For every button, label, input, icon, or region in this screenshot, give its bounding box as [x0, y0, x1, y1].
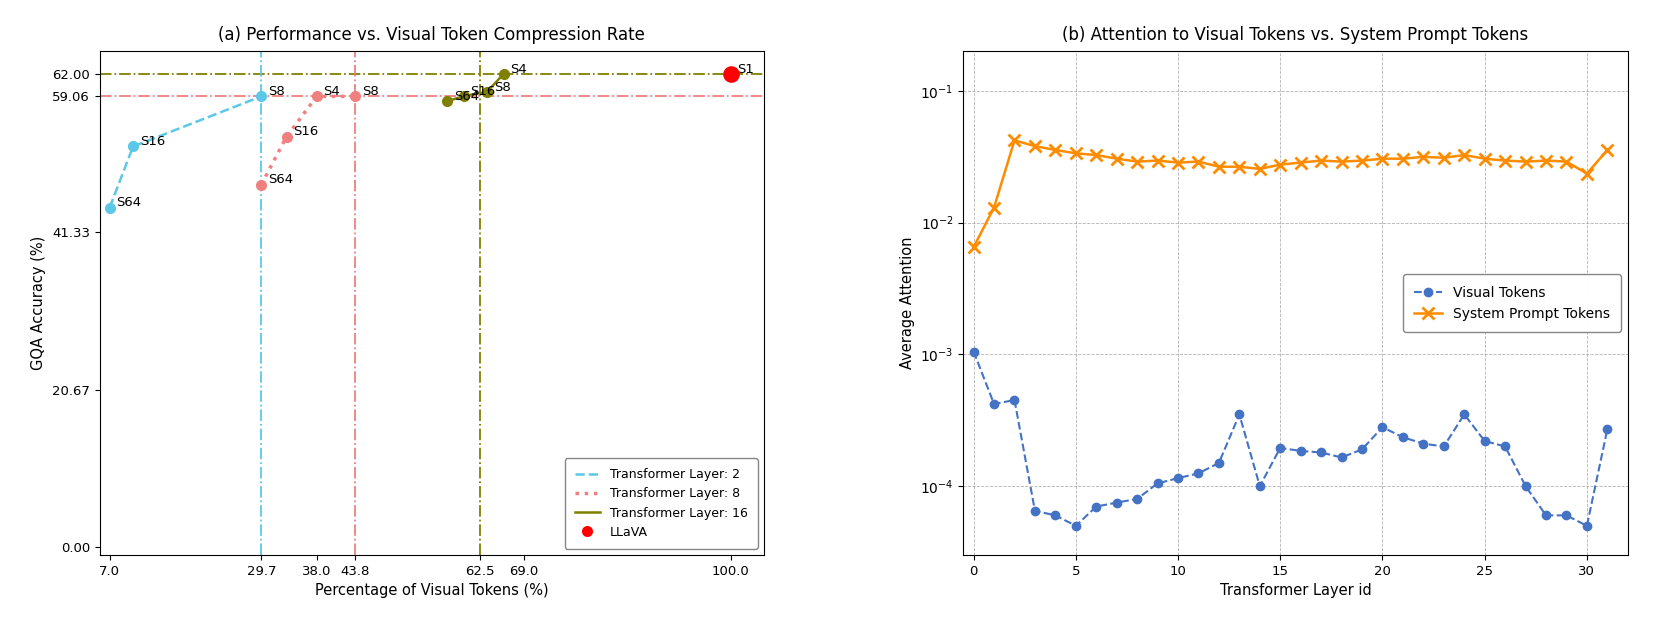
Visual Tokens	[1209, 459, 1229, 467]
Visual Tokens	[1066, 522, 1086, 530]
Text: S8: S8	[267, 85, 286, 98]
Visual Tokens	[1515, 482, 1535, 490]
System Prompt Tokens	[963, 243, 983, 251]
Text: S4: S4	[324, 85, 341, 98]
System Prompt Tokens	[1128, 158, 1148, 165]
Visual Tokens	[1332, 454, 1352, 461]
System Prompt Tokens	[1025, 142, 1045, 150]
Visual Tokens	[1271, 444, 1291, 452]
Legend: Transformer Layer: 2, Transformer Layer: 8, Transformer Layer: 16, LLaVA: Transformer Layer: 2, Transformer Layer:…	[565, 458, 757, 549]
Visual Tokens	[1168, 474, 1188, 482]
System Prompt Tokens	[1515, 158, 1535, 165]
System Prompt Tokens	[1414, 153, 1433, 161]
Text: S64: S64	[267, 174, 294, 186]
System Prompt Tokens	[1536, 157, 1556, 165]
Visual Tokens	[1576, 522, 1596, 530]
Text: S16: S16	[140, 135, 164, 148]
System Prompt Tokens	[1106, 155, 1126, 163]
Y-axis label: Average Attention: Average Attention	[900, 237, 915, 369]
Visual Tokens	[1414, 440, 1433, 447]
System Prompt Tokens	[1168, 159, 1188, 167]
Text: S64: S64	[453, 90, 478, 103]
Visual Tokens	[1106, 499, 1126, 507]
Visual Tokens	[1372, 424, 1392, 431]
Visual Tokens	[1352, 445, 1372, 453]
Text: S16: S16	[470, 85, 495, 98]
Point	[718, 69, 744, 79]
System Prompt Tokens	[1066, 149, 1086, 157]
Visual Tokens	[1005, 396, 1025, 404]
System Prompt Tokens	[1229, 163, 1249, 170]
System Prompt Tokens	[1495, 157, 1515, 165]
System Prompt Tokens	[1475, 155, 1495, 163]
Visual Tokens	[1148, 480, 1168, 487]
Visual Tokens	[1189, 470, 1209, 477]
Text: S8: S8	[362, 85, 379, 98]
Visual Tokens	[983, 400, 1003, 408]
Y-axis label: GQA Accuracy (%): GQA Accuracy (%)	[32, 236, 47, 370]
Visual Tokens	[1249, 482, 1269, 490]
System Prompt Tokens	[1271, 161, 1291, 168]
Legend: Visual Tokens, System Prompt Tokens: Visual Tokens, System Prompt Tokens	[1404, 274, 1621, 332]
Visual Tokens	[963, 348, 983, 355]
Visual Tokens	[1495, 443, 1515, 450]
System Prompt Tokens	[1148, 157, 1168, 165]
Visual Tokens	[1086, 503, 1106, 510]
X-axis label: Transformer Layer id: Transformer Layer id	[1219, 583, 1372, 598]
System Prompt Tokens	[1189, 158, 1209, 165]
System Prompt Tokens	[1352, 157, 1372, 165]
Visual Tokens	[1291, 447, 1311, 455]
Title: (a) Performance vs. Visual Token Compression Rate: (a) Performance vs. Visual Token Compres…	[219, 26, 644, 44]
System Prompt Tokens	[1372, 155, 1392, 163]
Visual Tokens	[1394, 433, 1414, 441]
System Prompt Tokens	[1556, 158, 1576, 165]
System Prompt Tokens	[1291, 159, 1311, 167]
Text: S64: S64	[116, 197, 141, 209]
X-axis label: Percentage of Visual Tokens (%): Percentage of Visual Tokens (%)	[316, 583, 548, 598]
System Prompt Tokens	[1332, 158, 1352, 165]
System Prompt Tokens	[983, 204, 1003, 211]
Line: System Prompt Tokens: System Prompt Tokens	[968, 135, 1613, 253]
Title: (b) Attention to Visual Tokens vs. System Prompt Tokens: (b) Attention to Visual Tokens vs. Syste…	[1063, 26, 1528, 44]
Visual Tokens	[1455, 411, 1475, 419]
Visual Tokens	[1025, 507, 1045, 515]
Visual Tokens	[1311, 449, 1330, 456]
System Prompt Tokens	[1209, 163, 1229, 170]
Visual Tokens	[1045, 512, 1065, 519]
Visual Tokens	[1598, 426, 1618, 433]
System Prompt Tokens	[1005, 137, 1025, 144]
System Prompt Tokens	[1433, 154, 1453, 161]
System Prompt Tokens	[1311, 157, 1330, 165]
Visual Tokens	[1536, 512, 1556, 519]
System Prompt Tokens	[1598, 146, 1618, 154]
Text: S1: S1	[737, 63, 754, 75]
Visual Tokens	[1475, 437, 1495, 445]
Visual Tokens	[1433, 443, 1453, 450]
Visual Tokens	[1128, 495, 1148, 503]
Visual Tokens	[1229, 411, 1249, 419]
Line: Visual Tokens: Visual Tokens	[970, 347, 1611, 530]
Text: S16: S16	[294, 125, 319, 138]
System Prompt Tokens	[1045, 146, 1065, 154]
System Prompt Tokens	[1394, 155, 1414, 163]
Text: S8: S8	[493, 80, 510, 94]
Visual Tokens	[1556, 512, 1576, 519]
System Prompt Tokens	[1086, 151, 1106, 159]
System Prompt Tokens	[1576, 170, 1596, 177]
System Prompt Tokens	[1249, 165, 1269, 173]
System Prompt Tokens	[1455, 151, 1475, 159]
Text: S4: S4	[510, 63, 527, 75]
